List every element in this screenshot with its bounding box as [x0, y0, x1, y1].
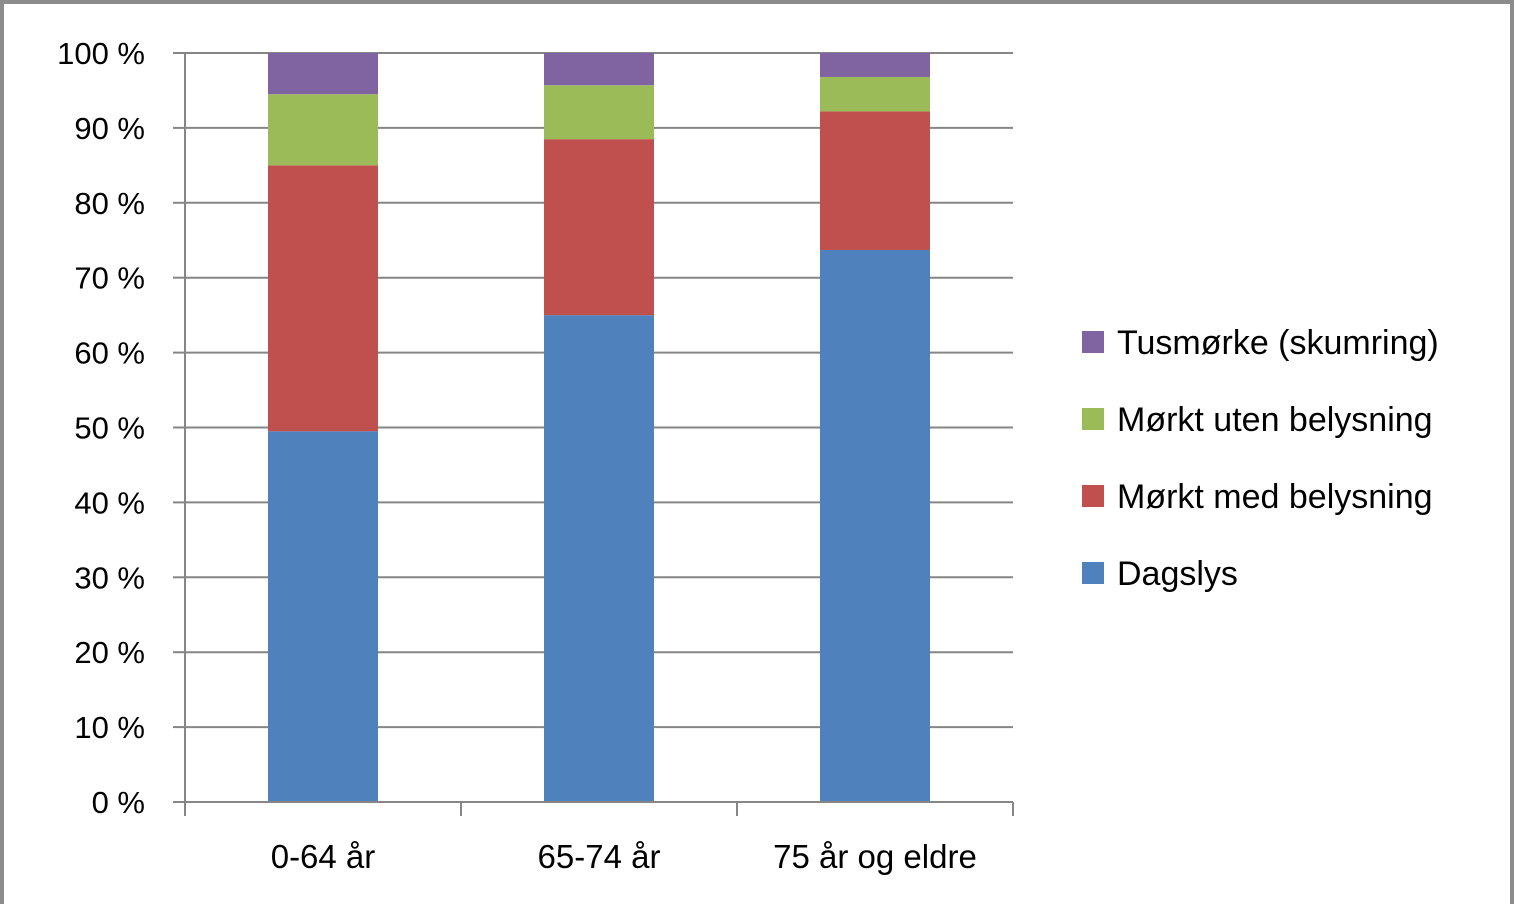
bar-segment: [544, 315, 654, 802]
bar-segment: [268, 431, 378, 802]
bar-segment: [820, 111, 930, 250]
bar-segment: [820, 53, 930, 77]
y-tick-label: 80 %: [74, 186, 145, 221]
axes: [173, 52, 1014, 816]
bar-segment: [268, 94, 378, 166]
legend-swatch: [1082, 485, 1104, 507]
legend-label: Dagslys: [1117, 555, 1238, 593]
bar-segment: [544, 139, 654, 316]
y-tick-label: 0 %: [92, 785, 145, 820]
bar-segment: [544, 53, 654, 86]
legend-label: Tusmørke (skumring): [1117, 324, 1439, 362]
x-tick-labels: 0-64 år 65-74 år 75 år og eldre: [271, 838, 977, 875]
bars: [268, 53, 930, 802]
legend: Tusmørke (skumring) Mørkt uten belysning M…: [1082, 324, 1439, 593]
y-tick-label: 90 %: [74, 111, 145, 146]
y-tick-labels: 0 % 10 % 20 % 30 % 40 % 50 % 60 % 70 % 80 % 90 % 1…: [57, 36, 145, 820]
y-tick-label: 30 %: [74, 560, 145, 595]
legend-label: Mørkt uten belysning: [1117, 401, 1433, 439]
legend-swatch: [1082, 408, 1104, 430]
y-tick-label: 70 %: [74, 261, 145, 296]
bar-segment: [820, 249, 930, 802]
legend-swatch: [1082, 331, 1104, 353]
bar-segment: [268, 165, 378, 432]
x-tick-label: 75 år og eldre: [773, 838, 977, 875]
bar-segment: [544, 85, 654, 140]
y-tick-label: 100 %: [57, 36, 145, 71]
y-tick-label: 20 %: [74, 635, 145, 670]
x-tick-label: 0-64 år: [271, 838, 376, 875]
y-tick-label: 40 %: [74, 485, 145, 520]
y-tick-label: 50 %: [74, 411, 145, 446]
x-tick-label: 65-74 år: [538, 838, 661, 875]
bar-segment: [268, 53, 378, 95]
y-tick-label: 10 %: [74, 710, 145, 745]
bar-segment: [820, 76, 930, 112]
legend-label: Mørkt med belysning: [1117, 478, 1433, 516]
legend-swatch: [1082, 562, 1104, 584]
y-tick-label: 60 %: [74, 336, 145, 371]
